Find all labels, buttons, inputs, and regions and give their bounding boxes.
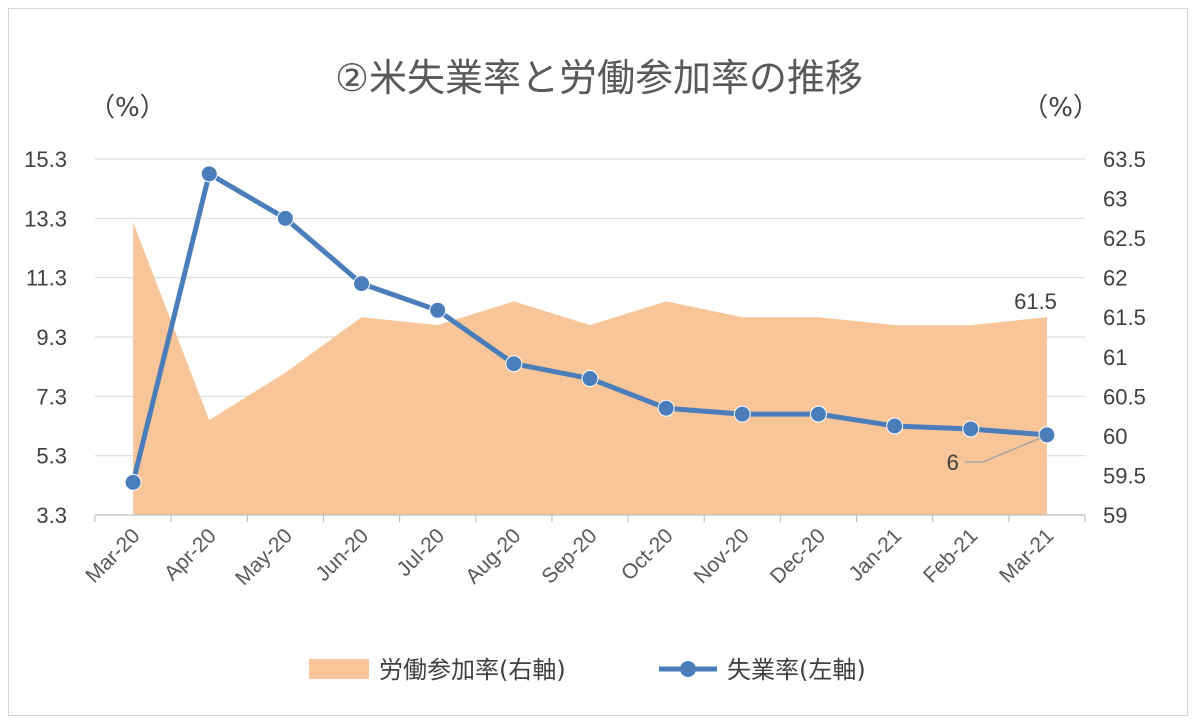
unemployment-point [200,165,218,183]
x-tick-label: Mar-21 [995,524,1058,587]
left-axis-unit: （%） [89,93,166,123]
left-tick-label: 11.3 [26,266,67,291]
unemployment-point [657,399,675,417]
participation-last-label: 61.5 [1014,289,1057,314]
unemployment-point [581,370,599,388]
participation-area [133,222,1047,516]
legend-line-marker [680,661,696,677]
unemployment-point [809,405,827,423]
right-tick-label: 61 [1103,345,1127,370]
x-axis-ticks: Mar-20 Apr-20 May-20 Jun-20 Jul-20 Aug-20 Sep-… [81,524,1058,590]
x-tick-label: Aug-20 [461,524,525,588]
x-tick-label: Feb-21 [919,524,982,587]
right-axis-unit: （%） [1022,93,1099,123]
legend-area-swatch [309,659,369,679]
unemployment-leader-line [964,437,1042,463]
unemployment-point [886,417,904,435]
right-tick-label: 60 [1103,424,1127,449]
unemployment-point [1038,426,1056,444]
x-tick-label: Apr-20 [160,524,221,585]
unemployment-line-layer [124,165,1056,491]
x-tick-label: Oct-20 [617,524,678,585]
unemployment-point [353,275,371,293]
legend: 労働参加率(右軸) 失業率(左軸) [309,656,866,684]
left-tick-label: 13.3 [24,206,67,231]
unemployment-point [429,301,447,319]
unemployment-point [962,420,980,438]
unemployment-point [124,473,142,491]
x-tick-label: Sep-20 [537,524,601,588]
unemployment-point [733,405,751,423]
unemployment-point [505,355,523,373]
left-tick-label: 3.3 [36,503,67,528]
x-tick-label: Jun-20 [311,524,373,586]
right-tick-label: 63 [1103,187,1127,212]
x-axis [94,514,1086,522]
unemployment-point [276,209,294,227]
left-tick-label: 15.3 [24,147,67,172]
right-tick-label: 63.5 [1103,147,1146,172]
x-tick-label: Jan-21 [844,524,906,586]
right-axis-ticks: 59 59.5 60 60.5 61 61.5 62 62.5 63 63.5 [1103,147,1146,528]
right-tick-label: 62.5 [1103,226,1146,251]
chart-canvas: ②米失業率と労働参加率の推移 （%） （%） 3.3 5.3 7.3 9.3 11.3 1… [24,56,1146,684]
right-tick-label: 59.5 [1103,463,1146,488]
legend-line-label: 失業率(左軸) [727,656,866,684]
x-tick-label: Dec-20 [766,524,830,588]
data-labels: 61.56 [947,289,1057,475]
left-tick-label: 9.3 [36,325,67,350]
x-tick-label: Jul-20 [393,524,450,581]
right-tick-label: 62 [1103,266,1127,291]
right-tick-label: 60.5 [1103,384,1146,409]
x-tick-label: Nov-20 [690,524,754,588]
x-tick-label: May-20 [231,524,297,590]
participation-area-layer [133,222,1047,516]
x-tick-label: Mar-20 [81,524,144,587]
unemployment-last-label: 6 [947,450,959,475]
left-tick-label: 5.3 [36,444,67,469]
left-tick-label: 7.3 [36,384,67,409]
left-axis-ticks: 3.3 5.3 7.3 9.3 11.3 13.3 15.3 [24,147,67,528]
legend-area-label: 労働参加率(右軸) [379,656,566,684]
chart-frame: ②米失業率と労働参加率の推移 （%） （%） 3.3 5.3 7.3 9.3 11.3 1… [8,8,1188,716]
right-tick-label: 61.5 [1103,305,1146,330]
right-tick-label: 59 [1103,503,1127,528]
chart-title: ②米失業率と労働参加率の推移 [335,56,863,100]
